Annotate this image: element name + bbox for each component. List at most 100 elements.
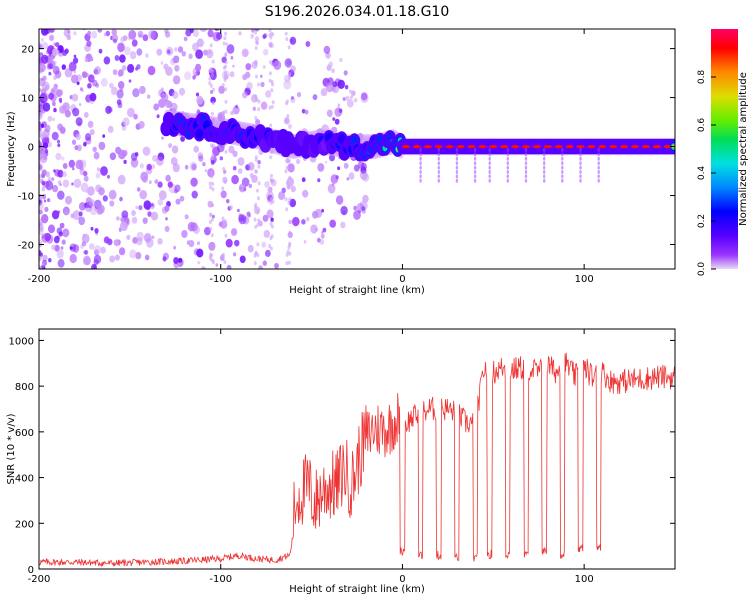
noise-streak [288,251,292,256]
snr-ylabel: SNR (10 * v/v) [6,413,17,484]
noise-streak [268,29,272,32]
noise-blob [95,172,101,179]
noise-blob [231,109,236,114]
noise-streak [268,244,272,248]
noise-blob [58,97,63,102]
noise-blob [147,211,152,217]
noise-blob [49,29,55,33]
noise-blob [238,31,242,36]
noise-blob [52,184,59,193]
noise-blob [42,41,49,50]
ridge-spike [419,174,422,179]
noise-streak [224,31,228,36]
noise-blob [147,65,156,76]
colorbar-tick-label: 0.2 [697,214,707,228]
noise-streak [287,200,291,205]
noise-blob [225,238,233,248]
noise-blob [327,183,336,194]
noise-blob [178,257,183,263]
noise-blob [165,174,171,182]
noise-streak [222,167,226,171]
noise-blob [231,174,239,185]
noise-streak [210,253,214,258]
noise-blob [72,210,81,221]
noise-blob [250,33,255,39]
ridge-peak [565,145,574,149]
noise-blob [304,109,309,115]
ridge-spike [473,161,477,166]
noise-blob [89,243,95,250]
noise-streak [284,169,288,174]
noise-streak [224,64,227,69]
spectrogram-marks [39,29,675,269]
ridge-spike [419,152,422,157]
noise-blob [151,235,155,239]
noise-blob [319,238,325,245]
noise-streak [210,170,214,175]
noise-blob [53,169,56,173]
ridge-spike [524,152,528,157]
noise-streak [211,59,215,64]
ridge-spike [455,148,459,152]
noise-blob [264,180,270,188]
noise-blob [220,190,227,199]
ridge-spike [561,170,564,174]
noise-blob [93,245,102,255]
noise-streak [209,257,213,262]
noise-streak [285,118,289,123]
spectrogram-ylabel: Frequency (Hz) [6,111,17,187]
noise-blob [45,171,51,178]
ridge-spike [597,174,600,179]
noise-blob [118,81,125,89]
ridge-spike [561,174,564,179]
noise-blob [79,87,84,92]
ridge-spike [561,152,564,157]
noise-blob [43,199,47,203]
noise-blob [204,226,211,236]
noise-streak [208,81,212,86]
noise-blob [39,111,43,120]
noise-blob [71,139,77,145]
y-tick-label: 10 [21,94,34,105]
noise-blob [83,170,88,177]
noise-blob [57,258,65,268]
noise-blob [85,203,92,213]
noise-blob [157,152,165,161]
noise-streak [221,216,225,221]
noise-blob [93,254,102,264]
ridge-spike [488,165,491,170]
noise-blob [196,248,204,258]
ridge-spike [597,165,600,170]
noise-blob [273,60,282,71]
x-tick-label: 0 [399,274,405,285]
noise-blob [53,83,58,90]
ridge-spike [488,178,491,183]
noise-blob [52,101,56,107]
noise-blob [41,187,45,192]
noise-blob [144,254,150,261]
ridge-spike [579,165,582,170]
noise-blob [83,141,87,147]
noise-blob [148,29,156,40]
noise-blob [118,247,126,256]
noise-streak [223,223,227,228]
noise-blob [48,92,55,100]
noise-blob [320,88,328,97]
ridge-blob [195,128,204,139]
noise-blob [192,75,196,80]
noise-streak [223,259,227,264]
noise-blob [212,34,215,38]
noise-blob [290,185,296,193]
noise-blob [192,29,199,38]
noise-blob [39,165,42,169]
noise-blob [47,224,56,234]
noise-blob [51,177,55,182]
noise-streak [270,173,273,178]
noise-blob [150,203,154,207]
ridge-spike [543,148,546,152]
noise-blob [204,169,208,173]
noise-blob [142,34,149,42]
noise-blob [189,161,198,172]
noise-blob [39,222,44,231]
noise-streak [257,107,261,112]
